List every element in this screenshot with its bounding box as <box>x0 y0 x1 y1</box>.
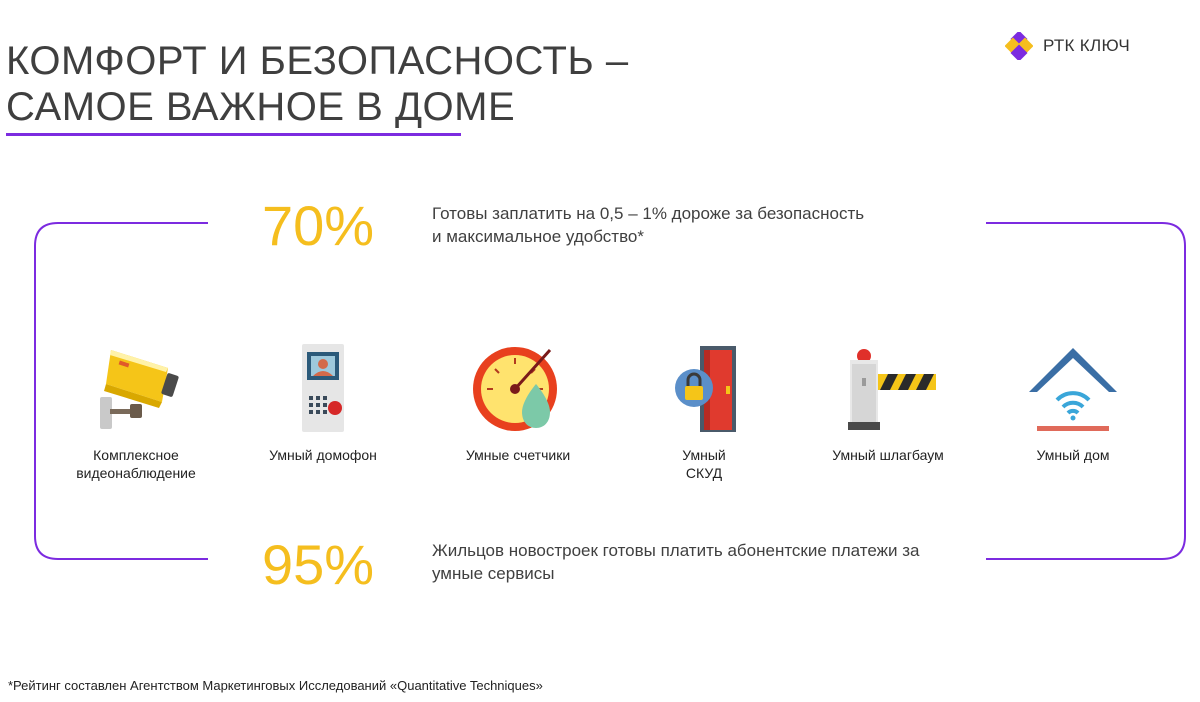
stat-value: 70% <box>262 194 375 257</box>
page-title-line2: САМОЕ ВАЖНОЕ В ДОМЕ <box>6 85 516 129</box>
door-lock-icon <box>654 342 754 434</box>
logo-icon <box>1005 32 1033 60</box>
feature-barrier: Умный шлагбаум <box>803 342 973 464</box>
stat-text: Готовы заплатить на 0,5 – 1% дороже за б… <box>432 204 865 246</box>
stat-text: Жильцов новостроек готовы платить абонен… <box>432 541 920 583</box>
feature-label: Умные счетчики <box>465 447 571 463</box>
page-title: КОМФОРТ И БЕЗОПАСНОСТЬ – САМОЕ ВАЖНОЕ В … <box>6 38 629 130</box>
stat-top: 70% Готовы заплатить на 0,5 – 1% дороже … <box>262 196 864 256</box>
stat-bottom: 95% Жильцов новостроек готовы платить аб… <box>262 535 919 595</box>
stat-value: 95% <box>262 533 375 596</box>
title-underline <box>6 133 461 136</box>
meter-icon <box>468 342 568 434</box>
feature-intercom: Умный домофон <box>238 342 408 464</box>
feature-smart-home: Умный дом <box>988 342 1158 464</box>
page-title-line1: КОМФОРТ И БЕЗОПАСНОСТЬ – <box>6 39 629 83</box>
feature-label: Комплексное видеонаблюдение <box>76 447 196 481</box>
logo-text: РТК КЛЮЧ <box>1043 36 1130 55</box>
feature-access-control: Умный СКУД <box>619 342 789 482</box>
logo: РТК КЛЮЧ <box>1005 32 1130 60</box>
footnote: *Рейтинг составлен Агентством Маркетинго… <box>8 678 543 693</box>
feature-label: Умный домофон <box>269 447 377 463</box>
intercom-icon <box>273 342 373 434</box>
feature-video-surveillance: Комплексное видеонаблюдение <box>51 342 221 482</box>
feature-smart-meters: Умные счетчики <box>433 342 603 464</box>
security-camera-icon <box>86 342 186 434</box>
feature-label: Умный СКУД <box>682 447 726 481</box>
feature-label: Умный шлагбаум <box>832 447 944 463</box>
barrier-icon <box>838 342 938 434</box>
feature-label: Умный дом <box>1036 447 1110 463</box>
smart-home-icon <box>1023 342 1123 434</box>
